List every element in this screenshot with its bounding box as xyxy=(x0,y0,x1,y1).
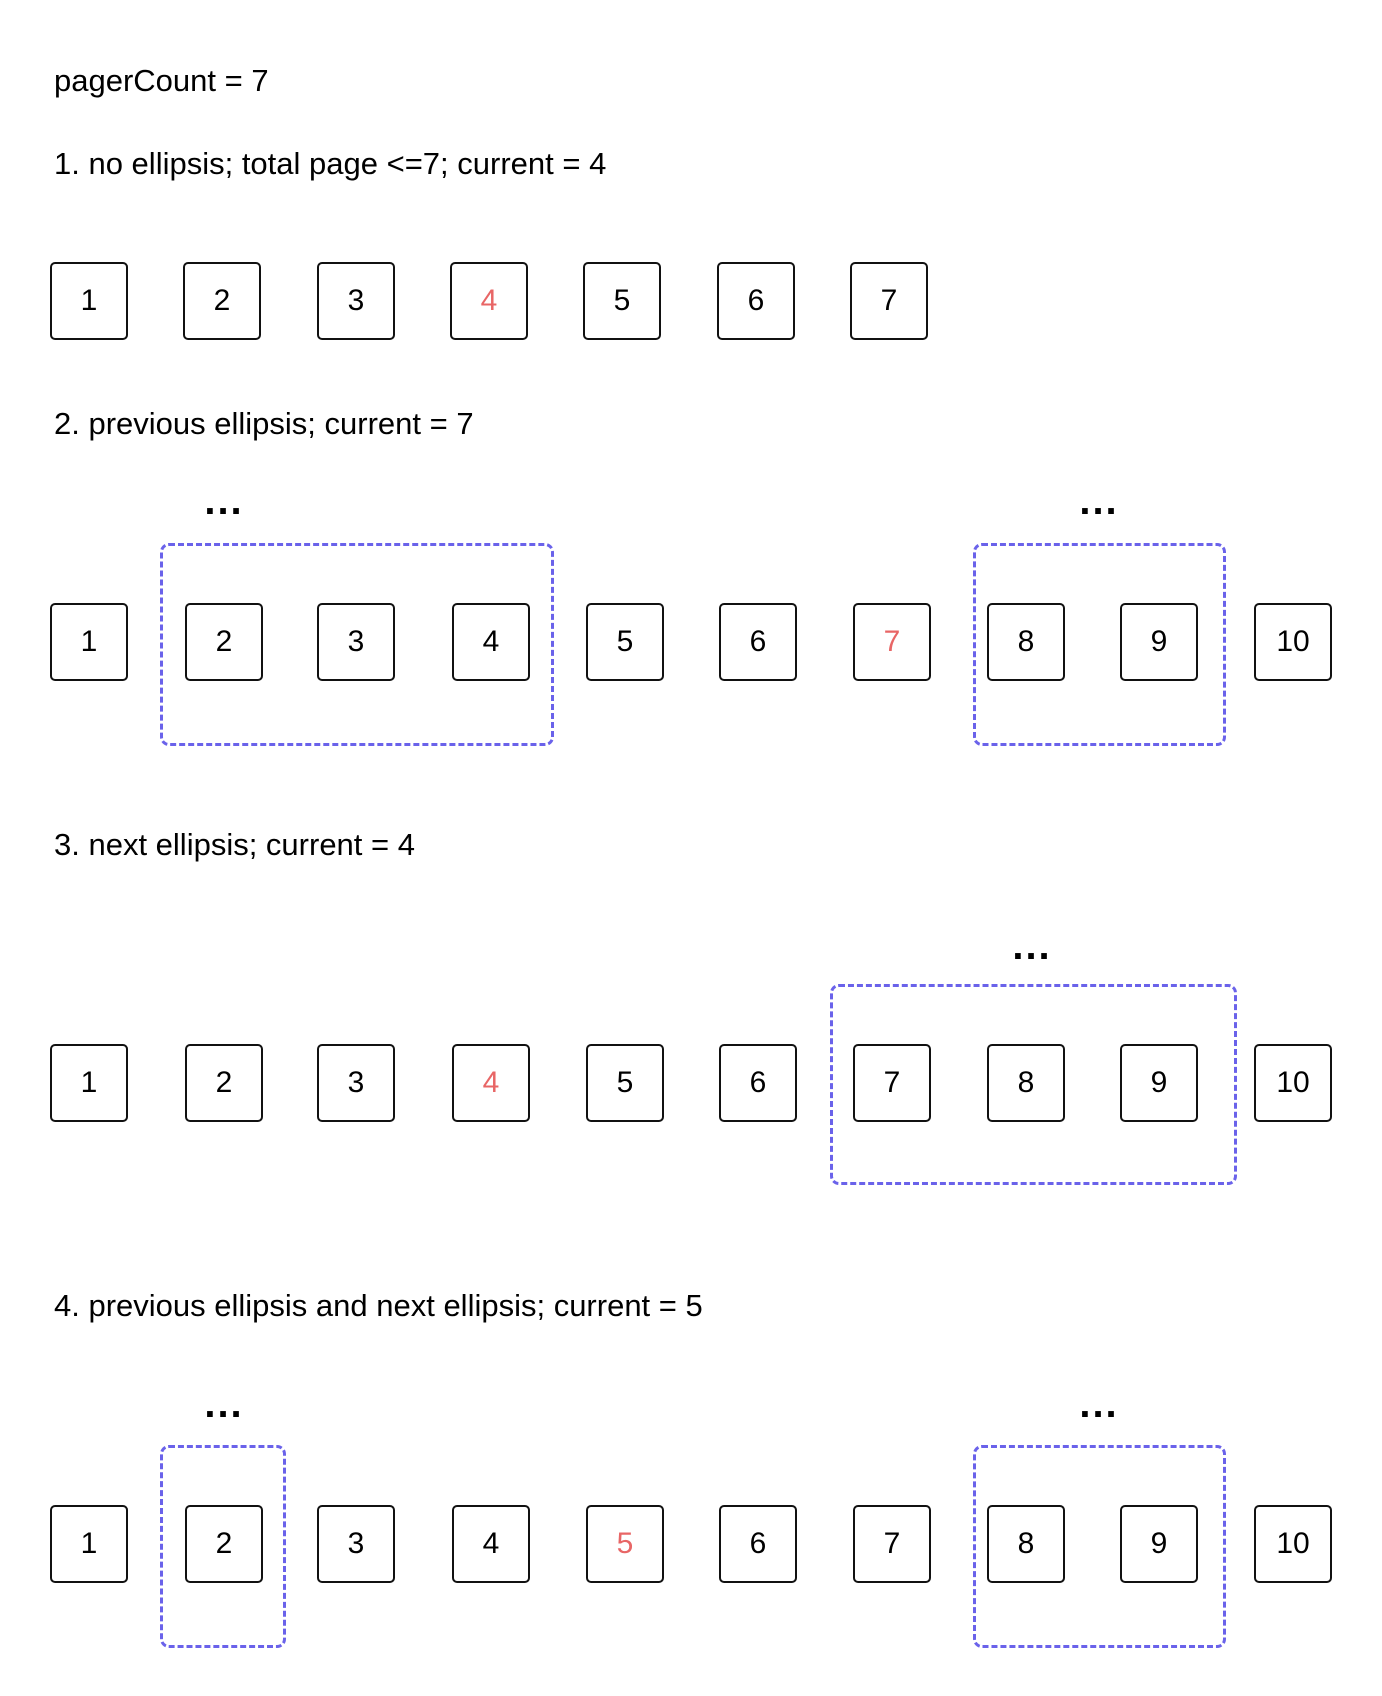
page-box: 1 xyxy=(50,1505,128,1583)
page-box: 9 xyxy=(1120,603,1198,681)
page-box: 6 xyxy=(719,603,797,681)
page-box: 5 xyxy=(586,1044,664,1122)
page-box: 6 xyxy=(719,1505,797,1583)
page-box: 10 xyxy=(1254,1044,1332,1122)
row-2-next-group xyxy=(973,543,1226,746)
row-1-heading: 1. no ellipsis; total page <=7; current … xyxy=(54,146,607,181)
diagram-title: pagerCount = 7 xyxy=(54,63,269,98)
page-box: 5 xyxy=(586,603,664,681)
row-4-prev-group xyxy=(160,1445,286,1648)
row-2-prev-ellipsis: ... xyxy=(204,479,244,523)
row-4-next-group xyxy=(973,1445,1226,1648)
page-box: 10 xyxy=(1254,1505,1332,1583)
page-box: 9 xyxy=(1120,1044,1198,1122)
page-box: 2 xyxy=(185,1044,263,1122)
page-box: 3 xyxy=(317,1505,395,1583)
page-box: 8 xyxy=(987,1505,1065,1583)
page-box: 7 xyxy=(850,262,928,340)
page-box: 3 xyxy=(317,1044,395,1122)
page-box: 6 xyxy=(719,1044,797,1122)
page-box-current: 7 xyxy=(853,603,931,681)
row-4-heading: 4. previous ellipsis and next ellipsis; … xyxy=(54,1288,703,1323)
row-3-next-group xyxy=(830,984,1237,1185)
page-box: 2 xyxy=(183,262,261,340)
page-box: 7 xyxy=(853,1505,931,1583)
page-box: 2 xyxy=(185,1505,263,1583)
page-box: 2 xyxy=(185,603,263,681)
page-box: 5 xyxy=(583,262,661,340)
page-box-current: 4 xyxy=(452,1044,530,1122)
page-box: 10 xyxy=(1254,603,1332,681)
page-box: 9 xyxy=(1120,1505,1198,1583)
page-box: 3 xyxy=(317,603,395,681)
row-2-prev-group xyxy=(160,543,554,746)
page-box: 1 xyxy=(50,262,128,340)
page-box: 8 xyxy=(987,1044,1065,1122)
row-4-prev-ellipsis: ... xyxy=(204,1382,244,1426)
page-box: 4 xyxy=(452,603,530,681)
page-box-current: 5 xyxy=(586,1505,664,1583)
page-box: 7 xyxy=(853,1044,931,1122)
page-box-current: 4 xyxy=(450,262,528,340)
row-3-heading: 3. next ellipsis; current = 4 xyxy=(54,827,415,862)
page-box: 3 xyxy=(317,262,395,340)
page-box: 8 xyxy=(987,603,1065,681)
row-3-next-ellipsis: ... xyxy=(1012,924,1052,968)
row-4-next-ellipsis: ... xyxy=(1079,1382,1119,1426)
page-box: 1 xyxy=(50,603,128,681)
row-2-next-ellipsis: ... xyxy=(1079,479,1119,523)
page-box: 1 xyxy=(50,1044,128,1122)
row-2-heading: 2. previous ellipsis; current = 7 xyxy=(54,406,474,441)
page-box: 6 xyxy=(717,262,795,340)
page-box: 4 xyxy=(452,1505,530,1583)
